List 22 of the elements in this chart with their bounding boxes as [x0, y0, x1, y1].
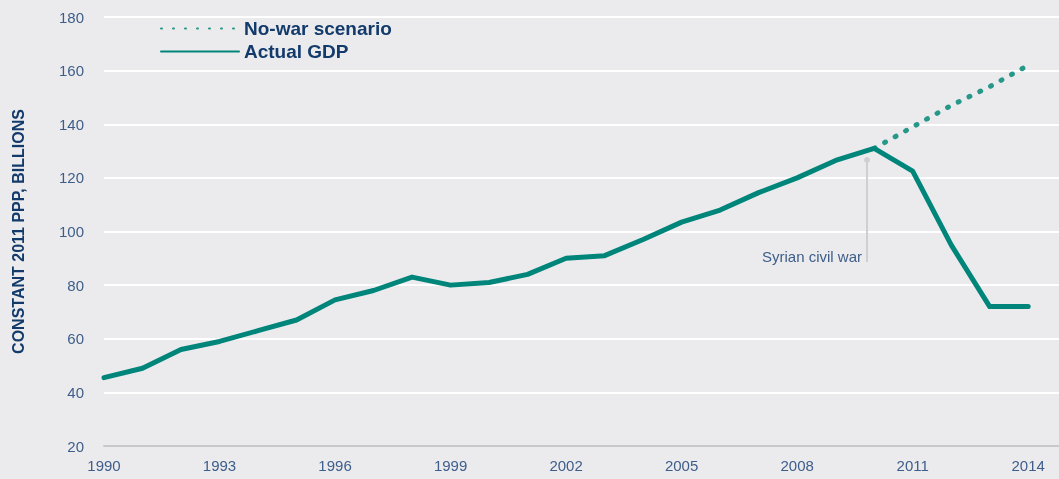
x-tick-label: 1993: [202, 457, 237, 474]
y-tick-label: 40: [67, 383, 84, 401]
y-axis-title: CONSTANT 2011 PPP, BILLIONS: [9, 108, 27, 354]
y-tick-label: 180: [58, 8, 84, 26]
legend-label: Actual GDP: [244, 41, 349, 62]
y-tick-label: 140: [58, 115, 84, 133]
x-tick-label: 2008: [780, 457, 814, 474]
annotation: Syrian civil war: [761, 247, 862, 265]
x-tick-label: 1999: [433, 457, 468, 474]
x-tick-label: 2005: [664, 457, 699, 474]
x-tick-label: 2011: [896, 457, 929, 474]
y-tick-label: 120: [58, 169, 84, 187]
y-tick-label: 60: [67, 330, 84, 348]
x-tick-label: 2002: [549, 457, 583, 474]
y-tick-label: 160: [58, 62, 84, 80]
legend-label: No-war scenario: [244, 18, 392, 39]
x-tick-label: 1990: [87, 457, 121, 474]
x-tick-label: 1996: [318, 457, 352, 474]
y-tick-label: 80: [67, 276, 84, 294]
y-tick-label: 100: [58, 223, 84, 240]
x-tick-label: 2014: [1011, 457, 1045, 474]
y-tick-label: 20: [67, 437, 84, 455]
